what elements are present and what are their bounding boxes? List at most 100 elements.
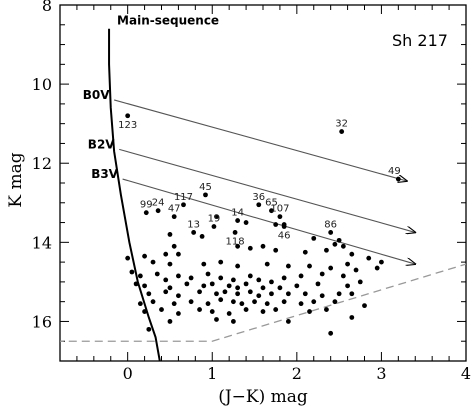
data-point <box>285 319 291 324</box>
data-point <box>230 277 236 283</box>
data-point <box>197 307 202 312</box>
data-point <box>226 283 232 289</box>
labeled-data-point <box>395 176 401 182</box>
data-point <box>176 293 181 299</box>
x-tick-label: 4 <box>461 364 471 383</box>
reddening-vectors <box>113 99 415 264</box>
data-point <box>260 309 266 314</box>
data-point <box>176 251 181 257</box>
data-point <box>281 275 287 281</box>
data-point <box>176 273 181 279</box>
labeled-data-point <box>339 129 345 134</box>
data-point <box>230 319 236 324</box>
data-point <box>379 259 384 265</box>
data-point <box>298 273 304 279</box>
data-point <box>256 277 262 283</box>
data-point <box>319 271 325 277</box>
star-id-label: 14 <box>231 208 244 219</box>
labeled-data-point <box>155 208 161 214</box>
completeness-limit-line <box>60 263 466 342</box>
data-point <box>285 263 291 269</box>
data-point <box>218 297 224 303</box>
y-axis-title: K mag <box>6 152 26 207</box>
labeled-data-point <box>269 208 274 214</box>
star-id-label: 86 <box>324 219 337 230</box>
star-id-label: 24 <box>152 198 165 209</box>
x-axis-title: (J−K) mag <box>218 387 308 407</box>
data-point <box>163 251 169 257</box>
data-point <box>366 255 372 261</box>
data-point <box>260 285 266 291</box>
data-point <box>294 283 300 289</box>
data-point <box>340 243 346 249</box>
data-point <box>205 301 211 307</box>
x-tick-label: 1 <box>207 364 217 383</box>
star-id-label: 45 <box>199 182 212 193</box>
data-point <box>235 243 241 249</box>
data-point <box>235 285 241 291</box>
main-sequence-curve <box>108 28 161 361</box>
data-point <box>260 243 266 249</box>
x-tick-label: 0 <box>123 364 133 383</box>
y-tick-label: 12 <box>32 154 52 173</box>
data-point <box>222 289 228 295</box>
data-point <box>349 315 355 320</box>
data-point <box>269 279 274 285</box>
data-point <box>252 299 257 305</box>
data-point <box>345 261 350 267</box>
spectral-type-label: B2V <box>88 137 115 151</box>
labeled-data-point <box>328 230 334 235</box>
star-id-label: 118 <box>226 236 245 247</box>
data-point <box>163 289 169 295</box>
data-point <box>214 291 219 297</box>
labeled-data-point <box>256 202 262 208</box>
data-point <box>256 293 262 299</box>
data-point <box>239 301 245 307</box>
data-point <box>298 301 304 307</box>
data-point <box>146 326 152 332</box>
reddening-vector <box>113 99 407 181</box>
data-point <box>137 301 143 307</box>
data-point <box>243 220 249 225</box>
data-point <box>218 259 224 265</box>
data-point <box>197 289 202 295</box>
data-point <box>167 285 173 291</box>
reddening-vector <box>119 148 415 232</box>
data-point <box>345 283 350 289</box>
data-point <box>205 271 211 277</box>
data-point <box>264 261 270 267</box>
labeled-data-point <box>181 202 186 208</box>
labeled-data-point <box>232 230 238 235</box>
y-tick-label: 10 <box>32 75 52 94</box>
data-point <box>150 299 156 305</box>
y-tick-label: 14 <box>32 233 52 252</box>
labeled-data-point <box>171 214 177 220</box>
data-point <box>273 307 279 312</box>
data-point <box>374 265 380 271</box>
labeled-data-point <box>125 113 131 119</box>
data-point <box>349 291 355 297</box>
data-point <box>214 317 219 322</box>
star-id-label: 32 <box>335 119 348 130</box>
data-point <box>154 271 160 277</box>
data-point <box>209 309 215 314</box>
data-point <box>201 283 207 289</box>
x-tick-label: 2 <box>292 364 302 383</box>
star-id-label: 65 <box>265 198 278 209</box>
data-point <box>319 293 325 299</box>
data-point <box>247 289 253 295</box>
star-id-label: 49 <box>388 166 401 177</box>
star-id-label: 107 <box>270 204 289 215</box>
data-point <box>336 291 342 297</box>
data-point <box>171 243 177 249</box>
data-point <box>142 283 147 289</box>
data-point <box>163 277 169 283</box>
data-point <box>214 214 219 220</box>
data-point <box>230 299 236 305</box>
data-point <box>243 307 249 312</box>
plot-frame <box>59 4 467 362</box>
data-point <box>226 311 232 316</box>
y-tick-label: 16 <box>32 312 52 331</box>
data-point <box>357 279 363 285</box>
